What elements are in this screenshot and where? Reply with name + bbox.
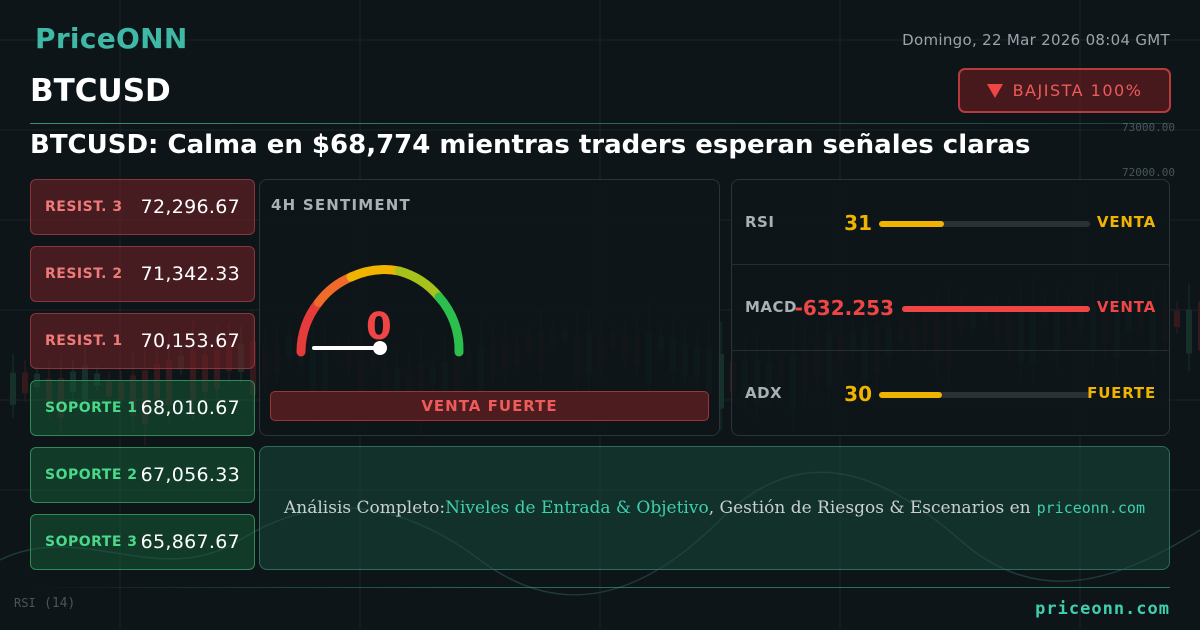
indicator-divider bbox=[731, 264, 1170, 265]
indicator-value: 31 bbox=[844, 211, 872, 235]
level-support-1: SOPORTE 1 68,010.67 bbox=[30, 380, 255, 436]
level-label: RESIST. 2 bbox=[45, 266, 123, 282]
level-support-2: SOPORTE 2 67,056.33 bbox=[30, 447, 255, 503]
gauge-segment-strong-buy bbox=[434, 292, 464, 357]
trend-badge: BAJISTA 100% bbox=[958, 68, 1171, 113]
level-value: 72,296.67 bbox=[140, 196, 240, 218]
footer-divider bbox=[30, 587, 1170, 588]
indicator-adx: ADX 30 FUERTE bbox=[731, 351, 1170, 436]
level-label: RESIST. 1 bbox=[45, 333, 123, 349]
bg-indicator-label: RSI bbox=[14, 596, 36, 610]
indicator-bar bbox=[879, 221, 1090, 227]
symbol-title: BTCUSD bbox=[30, 73, 171, 109]
indicator-rsi: RSI 31 VENTA bbox=[731, 180, 1170, 265]
datetime: Domingo, 22 Mar 2026 08:04 GMT bbox=[902, 31, 1170, 49]
indicator-name: RSI bbox=[745, 213, 775, 231]
gauge-segment-buy bbox=[394, 266, 444, 302]
bg-axis-label: 72000.00 bbox=[1122, 166, 1175, 179]
gauge-segment-strong-sell bbox=[296, 298, 323, 357]
indicator-macd: MACD -632.253 VENTA bbox=[731, 265, 1170, 350]
level-label: SOPORTE 2 bbox=[45, 467, 138, 483]
sentiment-signal: VENTA FUERTE bbox=[270, 391, 709, 421]
level-resistance-3: RESIST. 3 72,296.67 bbox=[30, 179, 255, 235]
gauge-pivot bbox=[373, 341, 387, 355]
indicator-divider bbox=[731, 350, 1170, 351]
level-value: 70,153.67 bbox=[140, 330, 240, 352]
indicator-bar bbox=[902, 306, 1090, 312]
level-label: RESIST. 3 bbox=[45, 199, 123, 215]
headline: BTCUSD: Calma en $68,774 mientras trader… bbox=[30, 130, 1031, 160]
indicator-value: 30 bbox=[844, 382, 872, 406]
bg-indicator-param: (14) bbox=[44, 596, 76, 611]
bg-axis-label: 73000.00 bbox=[1122, 121, 1175, 134]
indicator-verdict: FUERTE bbox=[1087, 384, 1156, 402]
sentiment-value: 0 bbox=[366, 305, 392, 348]
sentiment-gauge bbox=[296, 265, 464, 357]
level-value: 68,010.67 bbox=[140, 397, 240, 419]
cta-highlight: Niveles de Entrada & Objetivo bbox=[445, 498, 709, 518]
indicator-bar bbox=[879, 392, 1090, 398]
cta-middle: , Gestión de Riesgos & Escenarios en bbox=[708, 498, 1031, 518]
level-resistance-1: RESIST. 1 70,153.67 bbox=[30, 313, 255, 369]
indicator-verdict: VENTA bbox=[1096, 213, 1156, 231]
level-support-3: SOPORTE 3 65,867.67 bbox=[30, 514, 255, 570]
indicator-name: MACD bbox=[745, 298, 797, 316]
level-value: 67,056.33 bbox=[140, 464, 240, 486]
gauge-segment-neutral bbox=[346, 265, 404, 282]
gauge-segment-sell bbox=[314, 272, 356, 307]
analysis-cta-banner[interactable]: Análisis Completo: Niveles de Entrada & … bbox=[259, 446, 1170, 570]
trend-label: BAJISTA 100% bbox=[1012, 81, 1143, 100]
indicator-value: -632.253 bbox=[794, 296, 894, 320]
level-label: SOPORTE 3 bbox=[45, 534, 138, 550]
sentiment-title: 4H SENTIMENT bbox=[271, 196, 411, 214]
indicator-bar-fill bbox=[902, 306, 1090, 312]
indicator-name: ADX bbox=[745, 384, 783, 402]
cta-site-link[interactable]: priceonn.com bbox=[1036, 499, 1145, 517]
indicator-bar-fill bbox=[879, 392, 943, 398]
level-resistance-2: RESIST. 2 71,342.33 bbox=[30, 246, 255, 302]
level-value: 71,342.33 bbox=[140, 263, 240, 285]
indicator-verdict: VENTA bbox=[1096, 298, 1156, 316]
indicator-bar-fill bbox=[879, 221, 945, 227]
cta-prefix: Análisis Completo: bbox=[284, 498, 446, 518]
brand-logo: PriceONN bbox=[35, 22, 188, 55]
level-label: SOPORTE 1 bbox=[45, 400, 138, 416]
level-value: 65,867.67 bbox=[140, 531, 240, 553]
down-triangle-icon bbox=[986, 83, 1003, 98]
header-divider bbox=[30, 123, 1170, 124]
footer-url-link[interactable]: priceonn.com bbox=[1035, 599, 1170, 619]
